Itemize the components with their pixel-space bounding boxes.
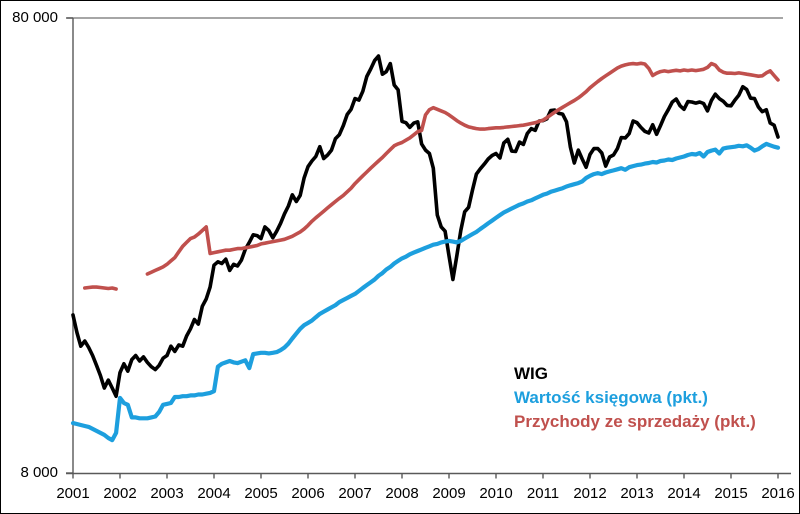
svg-text:2014: 2014 — [667, 485, 700, 502]
y-axis-label-8000: 8 000 — [20, 464, 58, 481]
svg-text:2008: 2008 — [385, 485, 418, 502]
legend-item-sales-revenue: Przychody ze sprzedaży (pkt.) — [514, 412, 756, 431]
legend: WIG Wartość księgowa (pkt.) Przychody ze… — [514, 362, 756, 434]
y-axis-label-80000: 80 000 — [12, 9, 58, 26]
svg-text:2009: 2009 — [432, 485, 465, 502]
svg-text:2013: 2013 — [620, 485, 653, 502]
svg-text:2004: 2004 — [197, 485, 230, 502]
svg-text:2012: 2012 — [573, 485, 606, 502]
svg-text:2011: 2011 — [527, 485, 559, 502]
svg-text:2002: 2002 — [103, 485, 136, 502]
legend-item-book-value: Wartość księgowa (pkt.) — [514, 388, 708, 407]
svg-text:2001: 2001 — [56, 485, 89, 502]
svg-text:2015: 2015 — [714, 485, 747, 502]
svg-text:2006: 2006 — [291, 485, 324, 502]
svg-text:2005: 2005 — [244, 485, 277, 502]
svg-text:2007: 2007 — [338, 485, 371, 502]
legend-item-wig: WIG — [514, 364, 548, 383]
svg-text:2010: 2010 — [479, 485, 512, 502]
svg-text:2016: 2016 — [761, 485, 794, 502]
svg-text:2003: 2003 — [150, 485, 183, 502]
